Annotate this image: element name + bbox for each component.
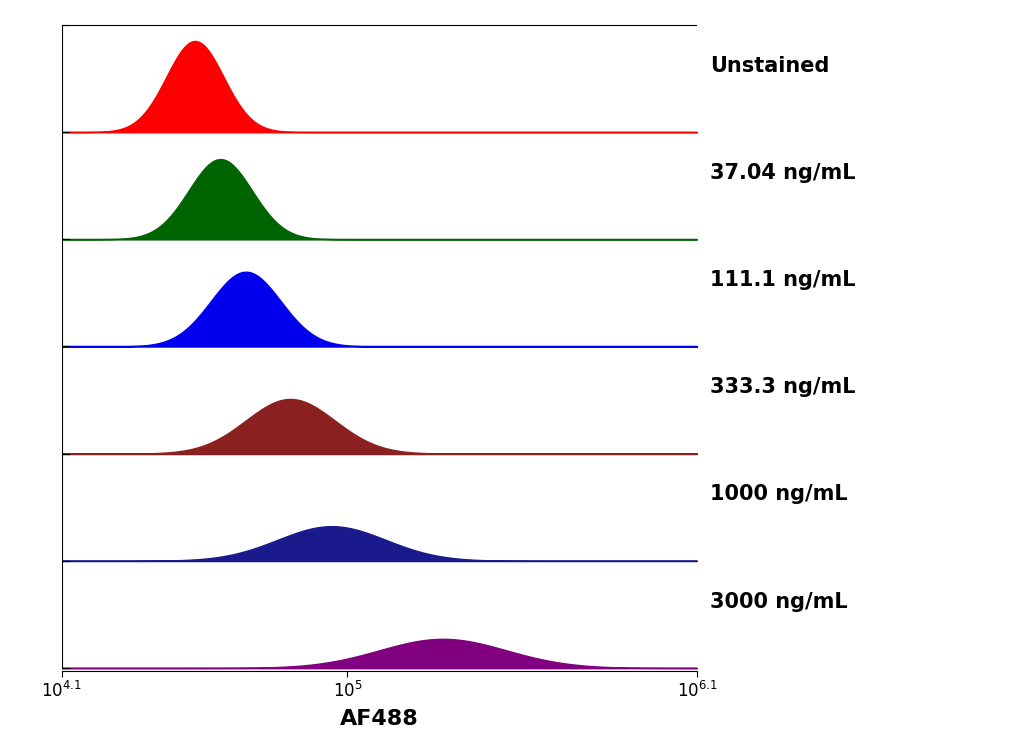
- Text: 333.3 ng/mL: 333.3 ng/mL: [709, 377, 855, 397]
- X-axis label: AF488: AF488: [340, 709, 418, 729]
- Text: Unstained: Unstained: [709, 56, 829, 75]
- Text: 111.1 ng/mL: 111.1 ng/mL: [709, 270, 855, 290]
- Text: 3000 ng/mL: 3000 ng/mL: [709, 592, 848, 612]
- Text: 1000 ng/mL: 1000 ng/mL: [709, 484, 848, 504]
- Text: 37.04 ng/mL: 37.04 ng/mL: [709, 163, 855, 183]
